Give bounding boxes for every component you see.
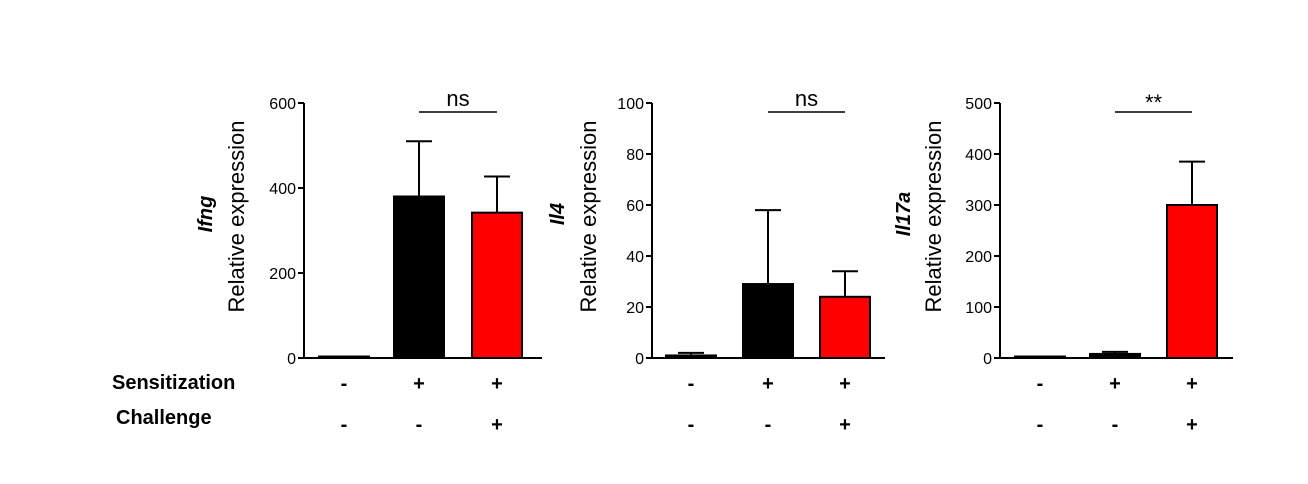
sensitization-sign: - (688, 373, 695, 395)
y-tick-label: 60 (626, 198, 644, 215)
y-tick-label: 500 (965, 96, 992, 113)
y-tick-label: 100 (965, 300, 992, 317)
bar (1014, 355, 1066, 359)
bar (1089, 352, 1141, 360)
sensitization-sign: + (1109, 373, 1121, 395)
challenge-sign: - (1112, 414, 1119, 436)
significance-label: ** (1145, 90, 1163, 115)
challenge-sign: + (491, 414, 503, 436)
y-tick-label: 0 (635, 351, 644, 368)
challenge-sign: - (765, 414, 772, 436)
y-tick-label: 0 (983, 351, 992, 368)
y-tick-label: 0 (287, 351, 296, 368)
bar (742, 283, 794, 359)
gene-label: Ifng (195, 196, 217, 233)
y-tick-label: 40 (626, 249, 644, 266)
challenge-sign: - (341, 414, 348, 436)
y-axis-label: Relative expression (224, 121, 249, 313)
sensitization-sign: - (341, 373, 348, 395)
sensitization-sign: + (413, 373, 425, 395)
bar (1166, 204, 1218, 359)
y-tick-label: 20 (626, 300, 644, 317)
bar (393, 195, 445, 359)
sensitization-row-label: Sensitization (112, 372, 235, 394)
y-tick-label: 400 (965, 147, 992, 164)
bar (665, 354, 717, 360)
y-tick-label: 200 (269, 266, 296, 283)
bar (819, 295, 871, 359)
y-tick-label: 80 (626, 147, 644, 164)
challenge-sign: + (1186, 414, 1198, 436)
challenge-sign: - (688, 414, 695, 436)
bar (318, 355, 370, 359)
challenge-sign: + (839, 414, 851, 436)
gene-label: Il4 (547, 203, 569, 225)
chart-ifng: 0 200 400 600 ns Relative expression Ifng - - + - +… (195, 86, 542, 436)
y-tick-label: 300 (965, 198, 992, 215)
sensitization-sign: + (491, 373, 503, 395)
bar (471, 211, 523, 359)
challenge-sign: - (416, 414, 423, 436)
chart-il17a: 0 100 200 300 400 500 ** Relative expression Il1… (893, 90, 1233, 436)
y-tick-label: 100 (617, 96, 644, 113)
y-tick-label: 400 (269, 181, 296, 198)
challenge-row-label: Challenge (116, 407, 212, 429)
chart-il4: 0 20 40 60 80 100 ns Relative expression Il4 - - + -… (547, 86, 885, 436)
y-tick-label: 600 (269, 96, 296, 113)
challenge-sign: - (1037, 414, 1044, 436)
sensitization-sign: + (762, 373, 774, 395)
y-tick-label: 200 (965, 249, 992, 266)
sensitization-sign: + (839, 373, 851, 395)
y-axis-label: Relative expression (921, 121, 946, 313)
gene-label: Il17a (893, 192, 915, 236)
sensitization-sign: + (1186, 373, 1198, 395)
significance-label: ns (795, 86, 818, 111)
sensitization-sign: - (1037, 373, 1044, 395)
y-axis-label: Relative expression (576, 121, 601, 313)
significance-label: ns (446, 86, 469, 111)
